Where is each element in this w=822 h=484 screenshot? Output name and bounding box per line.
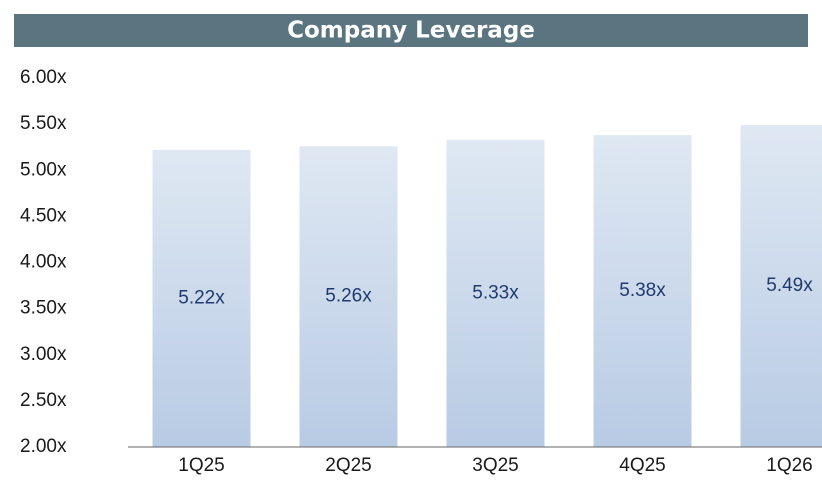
chart-title: Company Leverage: [287, 18, 535, 44]
x-tick-label: 1Q25: [178, 455, 224, 476]
y-tick-label: 3.50x: [20, 298, 67, 319]
bar: [299, 146, 398, 447]
x-tick-label: 4Q25: [619, 455, 665, 476]
y-tick-label: 2.50x: [20, 390, 67, 411]
value-label: 5.22x: [178, 287, 225, 308]
x-tick-label: 2Q25: [325, 455, 371, 476]
bar: [740, 125, 822, 448]
bar: [152, 149, 251, 447]
y-tick-label: 4.50x: [20, 205, 67, 226]
y-tick-label: 5.00x: [20, 159, 67, 180]
y-tick-label: 3.00x: [20, 344, 67, 365]
x-tick-label: 1Q26: [766, 455, 812, 476]
x-tick-label: 3Q25: [472, 455, 518, 476]
value-label: 5.49x: [766, 275, 813, 296]
y-tick-label: 4.00x: [20, 252, 67, 273]
bar: [593, 135, 692, 447]
value-label: 5.26x: [325, 286, 372, 307]
y-tick-label: 6.00x: [20, 67, 67, 88]
value-label: 5.33x: [472, 282, 519, 303]
y-tick-label: 5.50x: [20, 113, 67, 134]
value-label: 5.38x: [619, 280, 666, 301]
title-banner: [14, 14, 808, 47]
bar: [446, 139, 545, 447]
y-tick-label: 2.00x: [20, 436, 67, 457]
